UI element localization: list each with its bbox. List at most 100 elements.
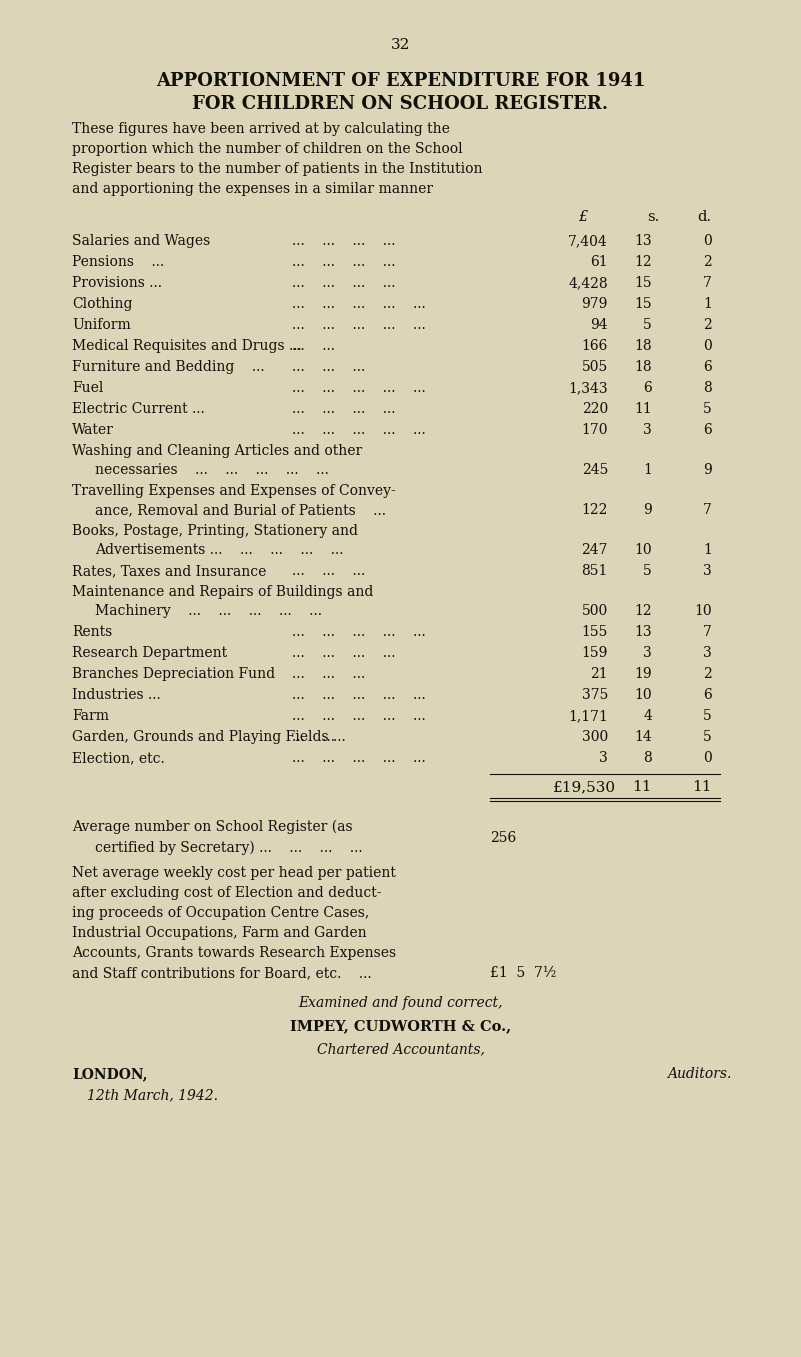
Text: Electric Current ...: Electric Current ... [72, 402, 205, 417]
Text: 9: 9 [643, 503, 652, 517]
Text: 1: 1 [703, 543, 712, 556]
Text: Clothing: Clothing [72, 297, 132, 311]
Text: 170: 170 [582, 423, 608, 437]
Text: 2: 2 [703, 668, 712, 681]
Text: s.: s. [647, 210, 659, 224]
Text: Medical Requisites and Drugs ...: Medical Requisites and Drugs ... [72, 339, 302, 353]
Text: ...    ...    ...: ... ... ... [292, 565, 365, 578]
Text: 10: 10 [634, 688, 652, 702]
Text: ...    ...    ...    ...: ... ... ... ... [292, 646, 396, 660]
Text: Industrial Occupations, Farm and Garden: Industrial Occupations, Farm and Garden [72, 925, 367, 940]
Text: 0: 0 [703, 750, 712, 765]
Text: 500: 500 [582, 604, 608, 617]
Text: 3: 3 [703, 565, 712, 578]
Text: FOR CHILDREN ON SCHOOL REGISTER.: FOR CHILDREN ON SCHOOL REGISTER. [192, 95, 609, 113]
Text: ...    ...    ...    ...    ...: ... ... ... ... ... [292, 688, 426, 702]
Text: 5: 5 [703, 402, 712, 417]
Text: necessaries    ...    ...    ...    ...    ...: necessaries ... ... ... ... ... [95, 463, 329, 478]
Text: Research Department: Research Department [72, 646, 227, 660]
Text: 2: 2 [703, 318, 712, 332]
Text: 1,343: 1,343 [569, 381, 608, 395]
Text: 5: 5 [703, 730, 712, 744]
Text: Register bears to the number of patients in the Institution: Register bears to the number of patients… [72, 161, 482, 176]
Text: ...    ...    ...    ...    ...: ... ... ... ... ... [292, 297, 426, 311]
Text: 94: 94 [590, 318, 608, 332]
Text: 14: 14 [634, 730, 652, 744]
Text: 6: 6 [703, 688, 712, 702]
Text: 979: 979 [582, 297, 608, 311]
Text: Chartered Accountants,: Chartered Accountants, [316, 1042, 485, 1056]
Text: Furniture and Bedding    ...: Furniture and Bedding ... [72, 360, 264, 375]
Text: 5: 5 [643, 318, 652, 332]
Text: 18: 18 [634, 339, 652, 353]
Text: Election, etc.: Election, etc. [72, 750, 165, 765]
Text: Washing and Cleaning Articles and other: Washing and Cleaning Articles and other [72, 444, 362, 459]
Text: Salaries and Wages: Salaries and Wages [72, 233, 210, 248]
Text: 256: 256 [490, 830, 517, 845]
Text: 8: 8 [643, 750, 652, 765]
Text: 159: 159 [582, 646, 608, 660]
Text: ing proceeds of Occupation Centre Cases,: ing proceeds of Occupation Centre Cases, [72, 906, 369, 920]
Text: 245: 245 [582, 463, 608, 478]
Text: 4,428: 4,428 [569, 275, 608, 290]
Text: Accounts, Grants towards Research Expenses: Accounts, Grants towards Research Expens… [72, 946, 396, 959]
Text: 3: 3 [599, 750, 608, 765]
Text: Rates, Taxes and Insurance: Rates, Taxes and Insurance [72, 565, 267, 578]
Text: 13: 13 [634, 233, 652, 248]
Text: and Staff contributions for Board, etc.    ...: and Staff contributions for Board, etc. … [72, 966, 372, 980]
Text: 122: 122 [582, 503, 608, 517]
Text: 5: 5 [643, 565, 652, 578]
Text: 3: 3 [643, 646, 652, 660]
Text: 15: 15 [634, 275, 652, 290]
Text: 15: 15 [634, 297, 652, 311]
Text: 8: 8 [703, 381, 712, 395]
Text: ...    ...    ...: ... ... ... [292, 360, 365, 375]
Text: Pensions    ...: Pensions ... [72, 255, 164, 269]
Text: 3: 3 [703, 646, 712, 660]
Text: Uniform: Uniform [72, 318, 131, 332]
Text: 220: 220 [582, 402, 608, 417]
Text: Examined and found correct,: Examined and found correct, [298, 996, 503, 1010]
Text: Travelling Expenses and Expenses of Convey-: Travelling Expenses and Expenses of Conv… [72, 484, 396, 498]
Text: 12: 12 [634, 604, 652, 617]
Text: £19,530: £19,530 [553, 780, 616, 794]
Text: 6: 6 [643, 381, 652, 395]
Text: APPORTIONMENT OF EXPENDITURE FOR 1941: APPORTIONMENT OF EXPENDITURE FOR 1941 [156, 72, 645, 90]
Text: 155: 155 [582, 626, 608, 639]
Text: 18: 18 [634, 360, 652, 375]
Text: ...    ...    ...    ...    ...: ... ... ... ... ... [292, 750, 426, 765]
Text: 247: 247 [582, 543, 608, 556]
Text: Industries ...: Industries ... [72, 688, 161, 702]
Text: ...    ...    ...    ...    ...: ... ... ... ... ... [292, 626, 426, 639]
Text: after excluding cost of Election and deduct-: after excluding cost of Election and ded… [72, 886, 381, 900]
Text: 0: 0 [703, 339, 712, 353]
Text: 19: 19 [634, 668, 652, 681]
Text: 12: 12 [634, 255, 652, 269]
Text: 21: 21 [590, 668, 608, 681]
Text: 1: 1 [643, 463, 652, 478]
Text: 505: 505 [582, 360, 608, 375]
Text: 300: 300 [582, 730, 608, 744]
Text: ...    ...    ...    ...: ... ... ... ... [292, 402, 396, 417]
Text: Auditors.: Auditors. [666, 1067, 731, 1082]
Text: ...    ...    ...    ...: ... ... ... ... [292, 255, 396, 269]
Text: 6: 6 [703, 360, 712, 375]
Text: 166: 166 [582, 339, 608, 353]
Text: ...    ...    ...    ...: ... ... ... ... [292, 233, 396, 248]
Text: 7,404: 7,404 [568, 233, 608, 248]
Text: ...    ...    ...    ...    ...: ... ... ... ... ... [292, 381, 426, 395]
Text: 7: 7 [703, 503, 712, 517]
Text: 61: 61 [590, 255, 608, 269]
Text: Provisions ...: Provisions ... [72, 275, 162, 290]
Text: 7: 7 [703, 275, 712, 290]
Text: 375: 375 [582, 688, 608, 702]
Text: ...    ...    ...: ... ... ... [292, 668, 365, 681]
Text: ...    ...    ...    ...    ...: ... ... ... ... ... [292, 423, 426, 437]
Text: Water: Water [72, 423, 114, 437]
Text: Garden, Grounds and Playing Fields ...: Garden, Grounds and Playing Fields ... [72, 730, 346, 744]
Text: Machinery    ...    ...    ...    ...    ...: Machinery ... ... ... ... ... [95, 604, 322, 617]
Text: Rents: Rents [72, 626, 112, 639]
Text: 851: 851 [582, 565, 608, 578]
Text: ance, Removal and Burial of Patients    ...: ance, Removal and Burial of Patients ... [95, 503, 386, 517]
Text: £1  5  7½: £1 5 7½ [490, 966, 557, 980]
